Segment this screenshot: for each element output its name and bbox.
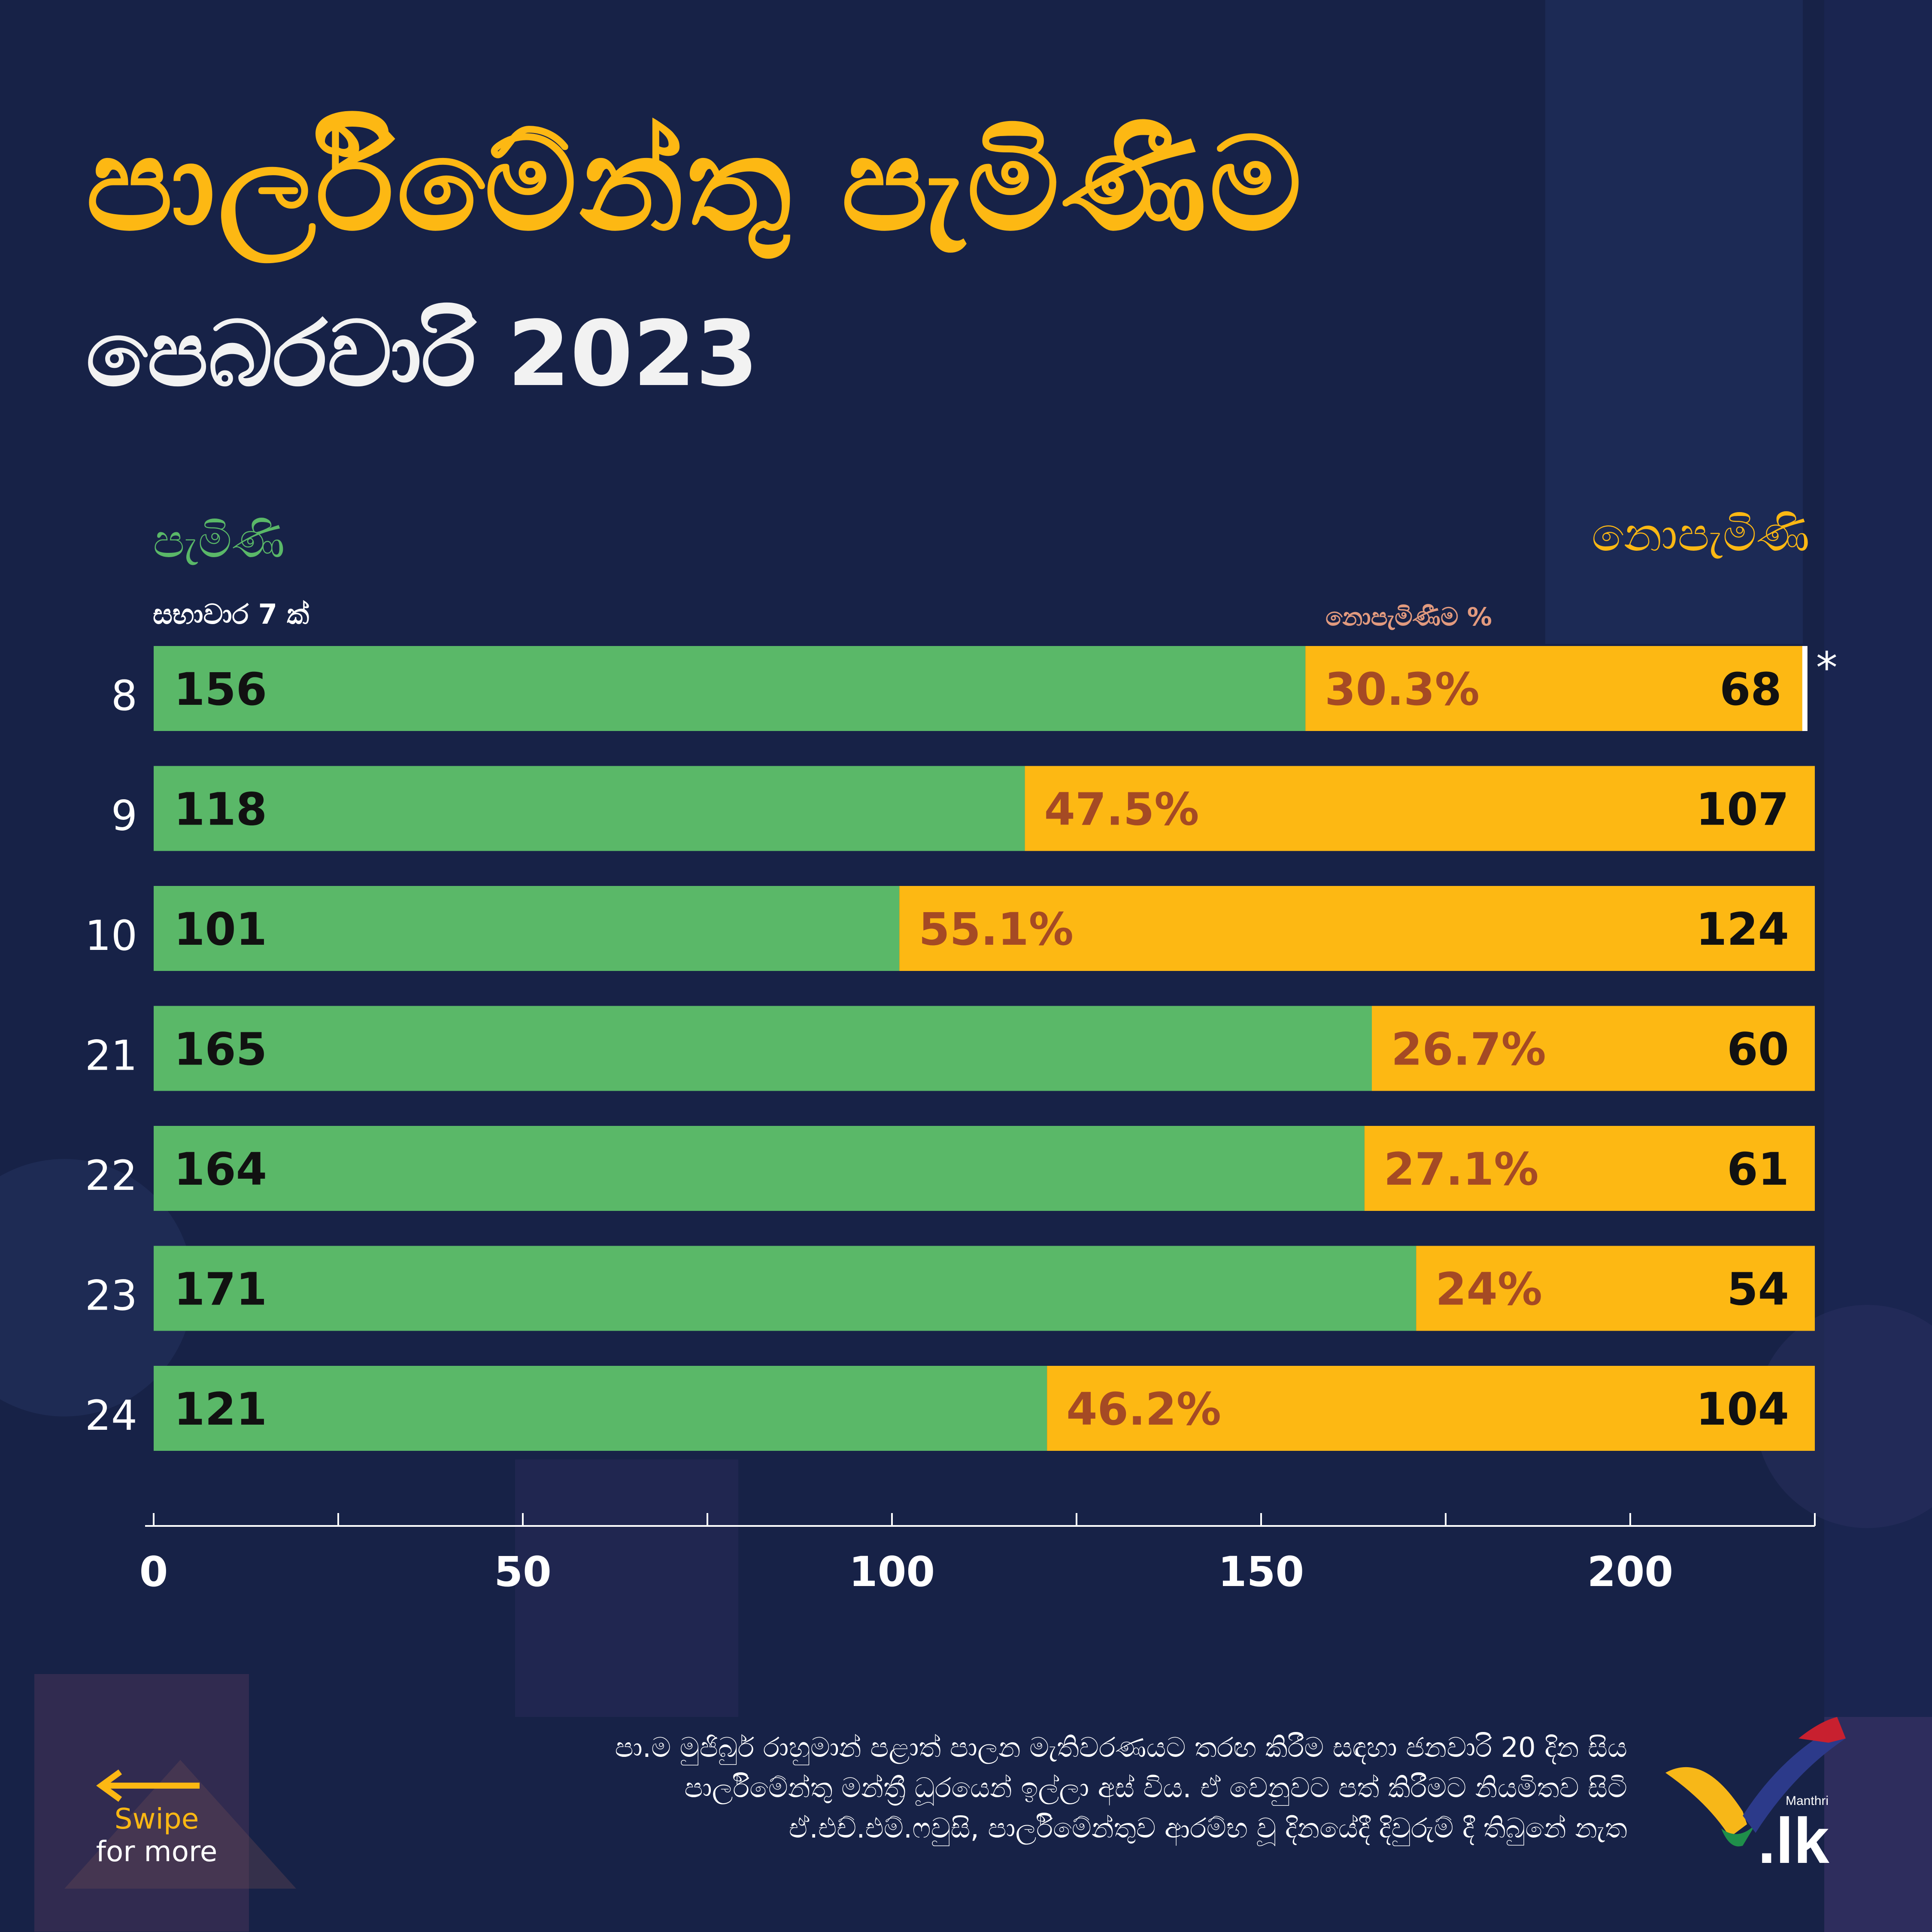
present-bar xyxy=(154,1126,1365,1211)
x-tick-label: 100 xyxy=(849,1548,935,1596)
present-bar xyxy=(154,886,900,971)
absent-bar xyxy=(1416,1246,1815,1331)
category-label: 21 xyxy=(85,1032,137,1080)
footnote-marker-line xyxy=(1802,646,1808,731)
absent-percent-label: 26.7% xyxy=(1391,1023,1546,1076)
present-value-label: 165 xyxy=(174,1023,267,1076)
present-bar xyxy=(154,766,1025,851)
absent-value-label: 124 xyxy=(1696,903,1789,955)
page-title: පාර්ලිමේන්තු පැමිණීම xyxy=(86,109,1304,259)
absent-value-label: 60 xyxy=(1727,1023,1789,1076)
present-bar xyxy=(154,646,1306,731)
absent-value-label: 61 xyxy=(1727,1143,1789,1195)
category-label: 24 xyxy=(85,1392,137,1440)
absent-percent-label: 55.1% xyxy=(919,903,1074,955)
legend-absent: නොපැමිණි xyxy=(1591,507,1810,562)
present-value-label: 171 xyxy=(174,1263,267,1316)
footnote-asterisk: * xyxy=(1816,643,1838,693)
manthri-logo: Manthri .lk xyxy=(1665,1717,1846,1871)
absent-bar xyxy=(1372,1006,1815,1091)
absent-percent-label: 24% xyxy=(1435,1263,1542,1316)
x-tick-label: 0 xyxy=(140,1548,168,1596)
footnote-line: ඒ.එච්.එම්.ෆවුසි, පාර්ලිමේන්තුව ආරම්භ වූ … xyxy=(789,1813,1627,1844)
x-tick-label: 50 xyxy=(494,1548,552,1596)
x-tick-label: 200 xyxy=(1587,1548,1673,1596)
logo-text: .lk xyxy=(1758,1805,1829,1871)
absent-percent-label: 47.5% xyxy=(1044,783,1199,836)
swipe-label: Swipe xyxy=(114,1802,199,1835)
absent-percent-header: නොපැමිණීම % xyxy=(1325,602,1492,631)
swipe-sublabel: for more xyxy=(96,1835,218,1868)
category-label: 22 xyxy=(85,1152,137,1200)
category-label: 9 xyxy=(111,792,137,840)
absent-percent-label: 30.3% xyxy=(1325,663,1480,716)
footnote-line: පා.ම මුජිබුර් රාහුමාන් පළාත් පාලන මැතිවර… xyxy=(615,1732,1627,1764)
logo-small-text: Manthri xyxy=(1786,1794,1829,1808)
absent-value-label: 54 xyxy=(1727,1263,1789,1316)
absent-value-label: 68 xyxy=(1720,663,1782,716)
present-bar xyxy=(154,1246,1416,1331)
absent-bar xyxy=(1305,646,1808,731)
absent-value-label: 107 xyxy=(1696,783,1789,836)
present-value-label: 156 xyxy=(174,663,267,716)
absent-bar xyxy=(1025,766,1815,851)
absent-bar xyxy=(1047,1366,1815,1451)
arrow-left-icon xyxy=(96,1769,200,1802)
footnote: පා.ම මුජිබුර් රාහුමාන් පළාත් පාලන මැතිවර… xyxy=(340,1728,1627,1849)
category-label: 23 xyxy=(85,1272,137,1320)
present-value-label: 164 xyxy=(174,1143,267,1195)
absent-bar xyxy=(899,886,1815,971)
category-label: 10 xyxy=(85,912,137,960)
present-bar xyxy=(154,1006,1372,1091)
present-bar xyxy=(154,1366,1047,1451)
checkmark-icon xyxy=(1665,1767,1747,1837)
category-label: 8 xyxy=(111,672,137,720)
swipe-hint[interactable]: Swipe for more xyxy=(86,1768,227,1868)
present-value-label: 101 xyxy=(174,903,267,955)
legend-present: පැමිණි xyxy=(153,513,285,568)
page-subtitle: පෙබරවාරි 2023 xyxy=(86,301,758,406)
x-tick-label: 150 xyxy=(1218,1548,1304,1596)
absent-percent-label: 46.2% xyxy=(1066,1383,1221,1435)
present-value-label: 118 xyxy=(174,783,267,836)
present-value-label: 121 xyxy=(174,1383,267,1435)
sessions-header: සභාවාර 7 ක් xyxy=(153,599,309,631)
footnote-line: පාර්ලිමේන්තු මන්ත්‍රී ධූරයෙන් ඉල්ලා අස් … xyxy=(684,1772,1627,1804)
absent-bar xyxy=(1364,1126,1815,1211)
absent-value-label: 104 xyxy=(1696,1383,1789,1435)
absent-percent-label: 27.1% xyxy=(1384,1143,1539,1195)
